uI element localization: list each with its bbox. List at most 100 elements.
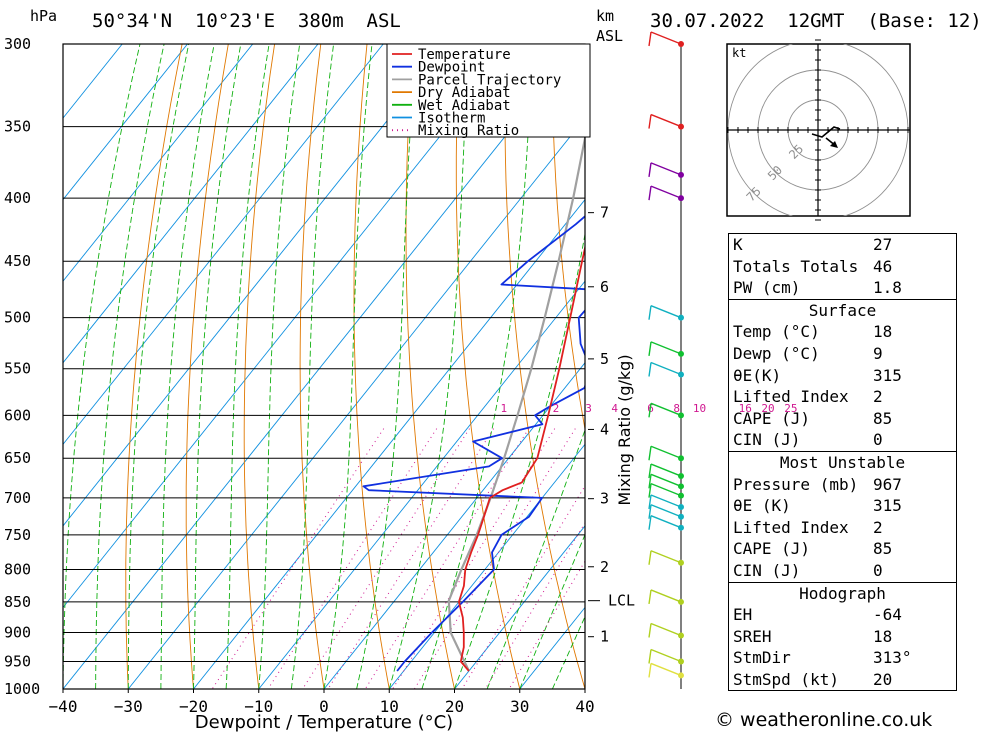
wet-adiabat-line [95,44,165,689]
wind-barb-feather [648,589,652,605]
wet-adiabat-line [63,44,141,689]
wind-barb [650,113,682,128]
mixing-ratio-label: 4 [611,402,618,415]
isotherm-line [323,362,585,689]
wind-barb [650,305,682,319]
wind-barb-feather [648,474,652,489]
stat-label: CAPE (J) [733,539,811,559]
stat-row: PW (cm) 1.8 [729,277,956,299]
stat-row: Dewp (°C) 9 [729,343,956,365]
x-tick-label: 0 [319,697,329,716]
wet-adiabat-line [225,44,270,689]
wind-barb-feather [648,403,652,418]
dry-adiabat-line [299,44,325,689]
mixing-ratio-axis-label: Mixing Ratio (g/kg) [615,354,634,505]
wind-barb [650,185,682,199]
stat-label: StmSpd (kt) [733,669,839,689]
temperature-line [457,243,585,672]
pressure-tick-label: 800 [4,560,31,578]
mixing-ratio-line [267,428,438,689]
wind-barb [650,473,682,487]
wind-barb-feather [648,663,652,678]
wind-barb-feather [648,186,652,201]
x-tick-label: 20 [445,697,464,716]
lcl-label: LCL [608,592,635,610]
wind-barb-feather [648,550,652,565]
mixing-ratio-label: 10 [693,402,706,415]
mixing-ratio-label: 2 [553,402,560,415]
stat-row: CIN (J) 0 [729,429,956,451]
stat-value: 18 [873,322,893,342]
stat-value: 9 [873,343,883,363]
wind-barb-feather [648,463,652,479]
stat-row: CIN (J) 0 [729,560,956,582]
isotherm-line [388,443,585,689]
x-tick-label: −10 [244,697,273,716]
stat-label: CIN (J) [733,560,801,580]
surface-section: Surface Temp (°C) 18 Dewp (°C) 9 θE(K) 315 Lif… [729,298,956,451]
isotherm-line [63,44,449,527]
mixing-ratio-line [484,521,585,689]
legend-item: Parcel Trajectory [418,72,561,88]
wind-barb-feather [648,494,652,510]
stat-value: 20 [873,669,893,689]
pressure-tick-label: 750 [4,526,31,544]
wind-barb-feather [648,483,652,498]
wet-adiabat-line [323,44,373,689]
stat-value: 315 [873,496,902,516]
wind-barb [650,402,682,416]
stat-value: -64 [873,605,902,625]
isotherm-line [63,44,580,689]
stat-label: CIN (J) [733,430,801,450]
stat-label: SREH [733,626,772,646]
km-tick-label: 1 [600,628,609,646]
copyright-link[interactable]: © weatheronline.co.uk [715,709,933,731]
stat-label: Lifted Index [733,387,849,407]
stat-row: K 27 [729,234,956,256]
dewpoint-line [362,215,585,672]
wind-barb [650,550,682,564]
mixing-ratio-line [302,428,470,689]
wind-barb [650,589,682,603]
wind-barb [650,504,682,518]
stat-value: 1.8 [873,278,902,298]
location-title: 50°34'N 10°23'E 380m ASL [92,10,401,32]
legend-item: Wet Adiabat [418,98,511,114]
stat-value: 27 [873,235,893,254]
wet-adiabat-line [127,44,190,689]
wet-adiabat-line [258,44,301,689]
hodograph-trace [811,126,841,138]
stat-label: EH [733,605,753,625]
km-tick-label: 5 [600,350,609,368]
wind-barb-feather [648,305,652,320]
stat-value: 313° [873,648,912,668]
mixing-ratio-label: 25 [784,402,797,415]
stat-label: CAPE (J) [733,408,811,428]
legend-item: Temperature [418,47,511,63]
wind-barb [650,445,682,459]
isotherm-line [454,525,585,689]
plot-frame [62,43,586,690]
stat-label: Temp (°C) [733,322,820,342]
storm-motion-arrowhead [830,141,838,148]
dry-adiabat-line [968,44,1000,689]
stat-label: θE(K) [733,365,782,385]
wind-barb-feather [648,446,652,461]
stat-row: StmSpd (kt) 20 [729,669,956,691]
most-unstable-title: Most Unstable [779,452,906,472]
wet-adiabat-line [551,615,585,689]
legend-item: Dry Adiabat [418,85,511,101]
surface-title: Surface [808,300,877,320]
most-unstable-section: Most Unstable Pressure (mb) 967 θE (K) 315 L… [729,450,956,582]
wind-barb-feather [648,114,652,129]
stat-label: Totals Totals [733,256,859,276]
km-tick-label: 4 [600,420,609,438]
legend-item: Dewpoint [418,60,485,76]
isotherm-line [127,117,585,689]
mixing-ratio-line [211,428,385,689]
isotherm-line [63,44,515,609]
mixing-ratio-line [364,428,530,689]
